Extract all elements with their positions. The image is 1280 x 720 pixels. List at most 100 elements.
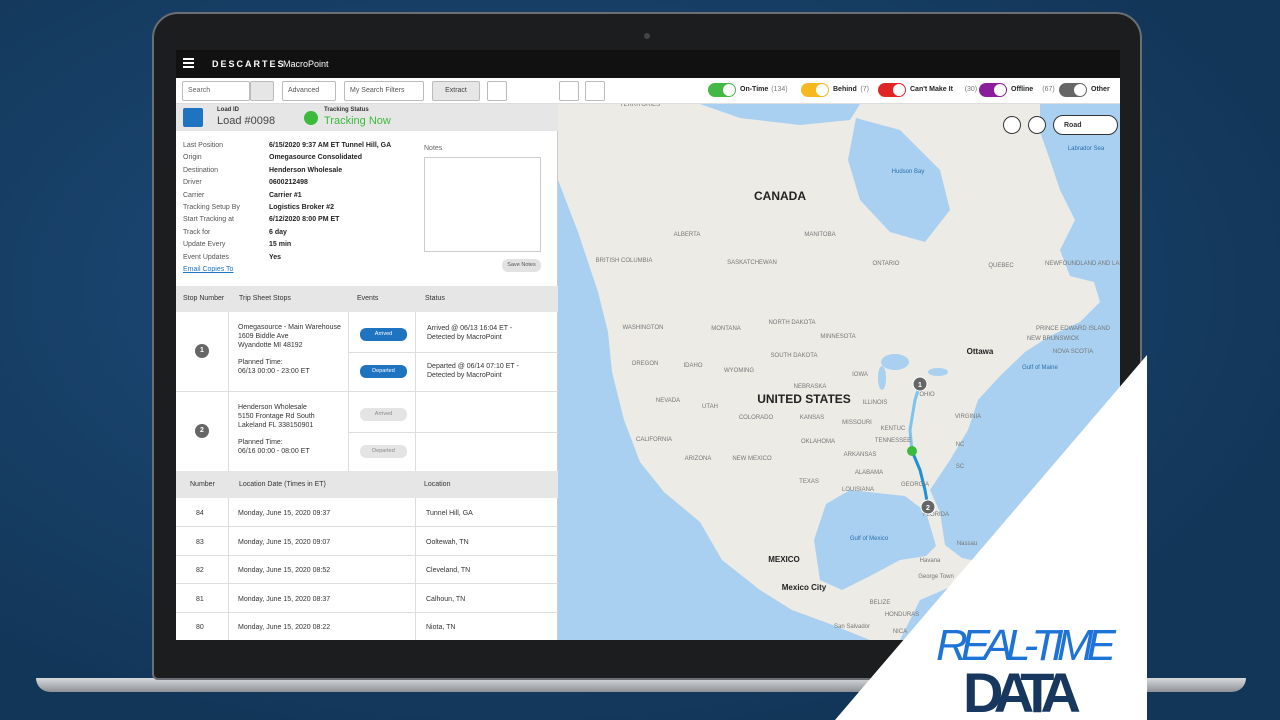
stop-number: 1 (195, 344, 209, 358)
map-label: UTAH (702, 404, 718, 410)
map-label: NEWFOUNDLAND AND LABRADOR (1045, 261, 1120, 267)
event-badge: Arrived (360, 408, 407, 421)
stop-address: 1609 Biddle Ave (238, 333, 289, 340)
col-border (228, 312, 229, 392)
map-label: KANSAS (800, 415, 824, 421)
legend-count: (30) (964, 86, 978, 93)
row-border (176, 391, 558, 392)
legend-toggle[interactable] (708, 83, 736, 97)
detail-value: Omegasource Consolidated (269, 154, 362, 162)
laptop-base (36, 678, 1246, 692)
brand-product: MacroPoint (283, 59, 329, 69)
detail-label: Update Every (183, 241, 226, 249)
search-input[interactable]: Search (182, 81, 250, 101)
email-link[interactable]: Email Copies To (183, 266, 234, 273)
load-id: Load #0098 (217, 115, 276, 127)
map-label: BELIZE (870, 600, 891, 606)
detail-value: Henderson Wholesale (269, 166, 343, 174)
map-label: QUEBEC (988, 263, 1014, 269)
map-label: Nassau (957, 541, 977, 547)
map-type[interactable]: Road (1053, 115, 1118, 135)
col-border (415, 583, 416, 612)
zoom-in[interactable] (1003, 116, 1021, 134)
locations-header-cell: Number (190, 481, 215, 488)
locations-header-cell: Location (424, 481, 451, 488)
detail-value: 15 min (269, 241, 292, 249)
map-label: George Town (918, 574, 954, 580)
detail-label: Track for (183, 228, 211, 236)
filters-dropdown[interactable]: My Search Filters (344, 81, 424, 101)
detail-value: 6/12/2020 8:00 PM ET (269, 216, 340, 224)
col-border (228, 555, 229, 583)
back-button[interactable] (183, 108, 203, 127)
stops-header-cell: Events (357, 295, 379, 302)
location-cell: Monday, June 15, 2020 09:37 (238, 510, 331, 517)
detail-value: 6/15/2020 9:37 AM ET Tunnel Hill, GA (269, 142, 392, 149)
extract-button[interactable]: Extract (432, 81, 480, 101)
legend-toggle[interactable] (979, 83, 1007, 97)
traffic-button[interactable] (559, 81, 579, 101)
map: TERRITORIES CANADA Hudson Bay Labrador Sea A… (558, 104, 1120, 640)
map-label: Gulf of Mexico (850, 536, 889, 542)
legend-toggle[interactable] (801, 83, 829, 97)
stop-address: Wyandotte MI 48192 (238, 342, 303, 349)
map-label: MONTANA (711, 326, 741, 332)
legend-label: Can't Make It (910, 86, 953, 93)
map-label: ARKANSAS (844, 452, 877, 458)
map-label: WASHINGTON (622, 325, 663, 331)
legend-count: (67) (1042, 86, 1055, 93)
detail-value: 6 day (269, 228, 287, 236)
menu-icon[interactable] (183, 58, 194, 68)
map-label: OHIO (919, 392, 935, 398)
planned-time: Planned Time: (238, 359, 283, 366)
stop-address: Lakeland FL 338150901 (238, 422, 314, 429)
stop-marker-label: 1 (918, 382, 922, 389)
map-label: GEORGIA (901, 482, 929, 488)
stop-address: Omegasource - Main Warehouse (238, 324, 341, 331)
map-label: Gulf of Maine (1022, 365, 1058, 371)
map-label: HONDURAS (885, 612, 919, 618)
weather-button[interactable] (585, 81, 605, 101)
advanced-dropdown[interactable]: Advanced (282, 81, 336, 101)
detail-label: Origin (183, 154, 202, 162)
map-label: Havana (920, 558, 941, 564)
event-status: Departed @ 06/14 07:10 ET - Detected by … (427, 363, 519, 379)
planned-time: 06/13 00:00 - 23:00 ET (238, 368, 310, 375)
save-notes[interactable]: Save Notes (502, 259, 541, 272)
location-cell: Tunnel Hill, GA (426, 510, 473, 517)
toggle-knob (1074, 84, 1086, 96)
detail-value: Carrier #1 (269, 191, 302, 199)
col-border (415, 498, 416, 526)
map-label: NOVA SCOTIA (1053, 349, 1093, 355)
stop-number: 2 (195, 424, 209, 438)
stop-address: 5150 Frontage Rd South (238, 413, 315, 420)
locations-header (176, 471, 558, 498)
location-cell: 84 (196, 510, 204, 517)
toggle-knob (994, 84, 1006, 96)
detail-label: Start Tracking at (183, 216, 234, 224)
detail-label: Destination (183, 166, 219, 174)
legend-toggle[interactable] (878, 83, 906, 97)
stops-header-cell: Trip Sheet Stops (239, 295, 291, 302)
legend-label: Other (1091, 86, 1110, 93)
event-status: Arrived @ 06/13 16:04 ET - Detected by M… (427, 325, 513, 341)
current-position[interactable] (907, 446, 917, 456)
refresh-button[interactable] (487, 81, 507, 101)
search-button[interactable] (250, 81, 274, 101)
location-cell: 83 (196, 538, 204, 546)
zoom-out[interactable] (1028, 116, 1046, 134)
lake (878, 366, 886, 390)
map-label: UNITED STATES (757, 392, 851, 406)
planned-time: 06/16 00:00 - 08:00 ET (238, 448, 310, 455)
location-cell: Monday, June 15, 2020 09:07 (238, 538, 331, 546)
legend-toggle[interactable] (1059, 83, 1087, 97)
map-label: ALBERTA (674, 232, 701, 238)
event-badge: Departed (360, 445, 407, 458)
col-border (415, 526, 416, 555)
notes-box[interactable] (424, 157, 541, 252)
map-label: KENTUC (881, 426, 906, 432)
location-cell: Monday, June 15, 2020 08:52 (238, 567, 331, 574)
map-label: MEXICO (768, 555, 800, 564)
map-label: NEBRASKA (794, 384, 827, 390)
